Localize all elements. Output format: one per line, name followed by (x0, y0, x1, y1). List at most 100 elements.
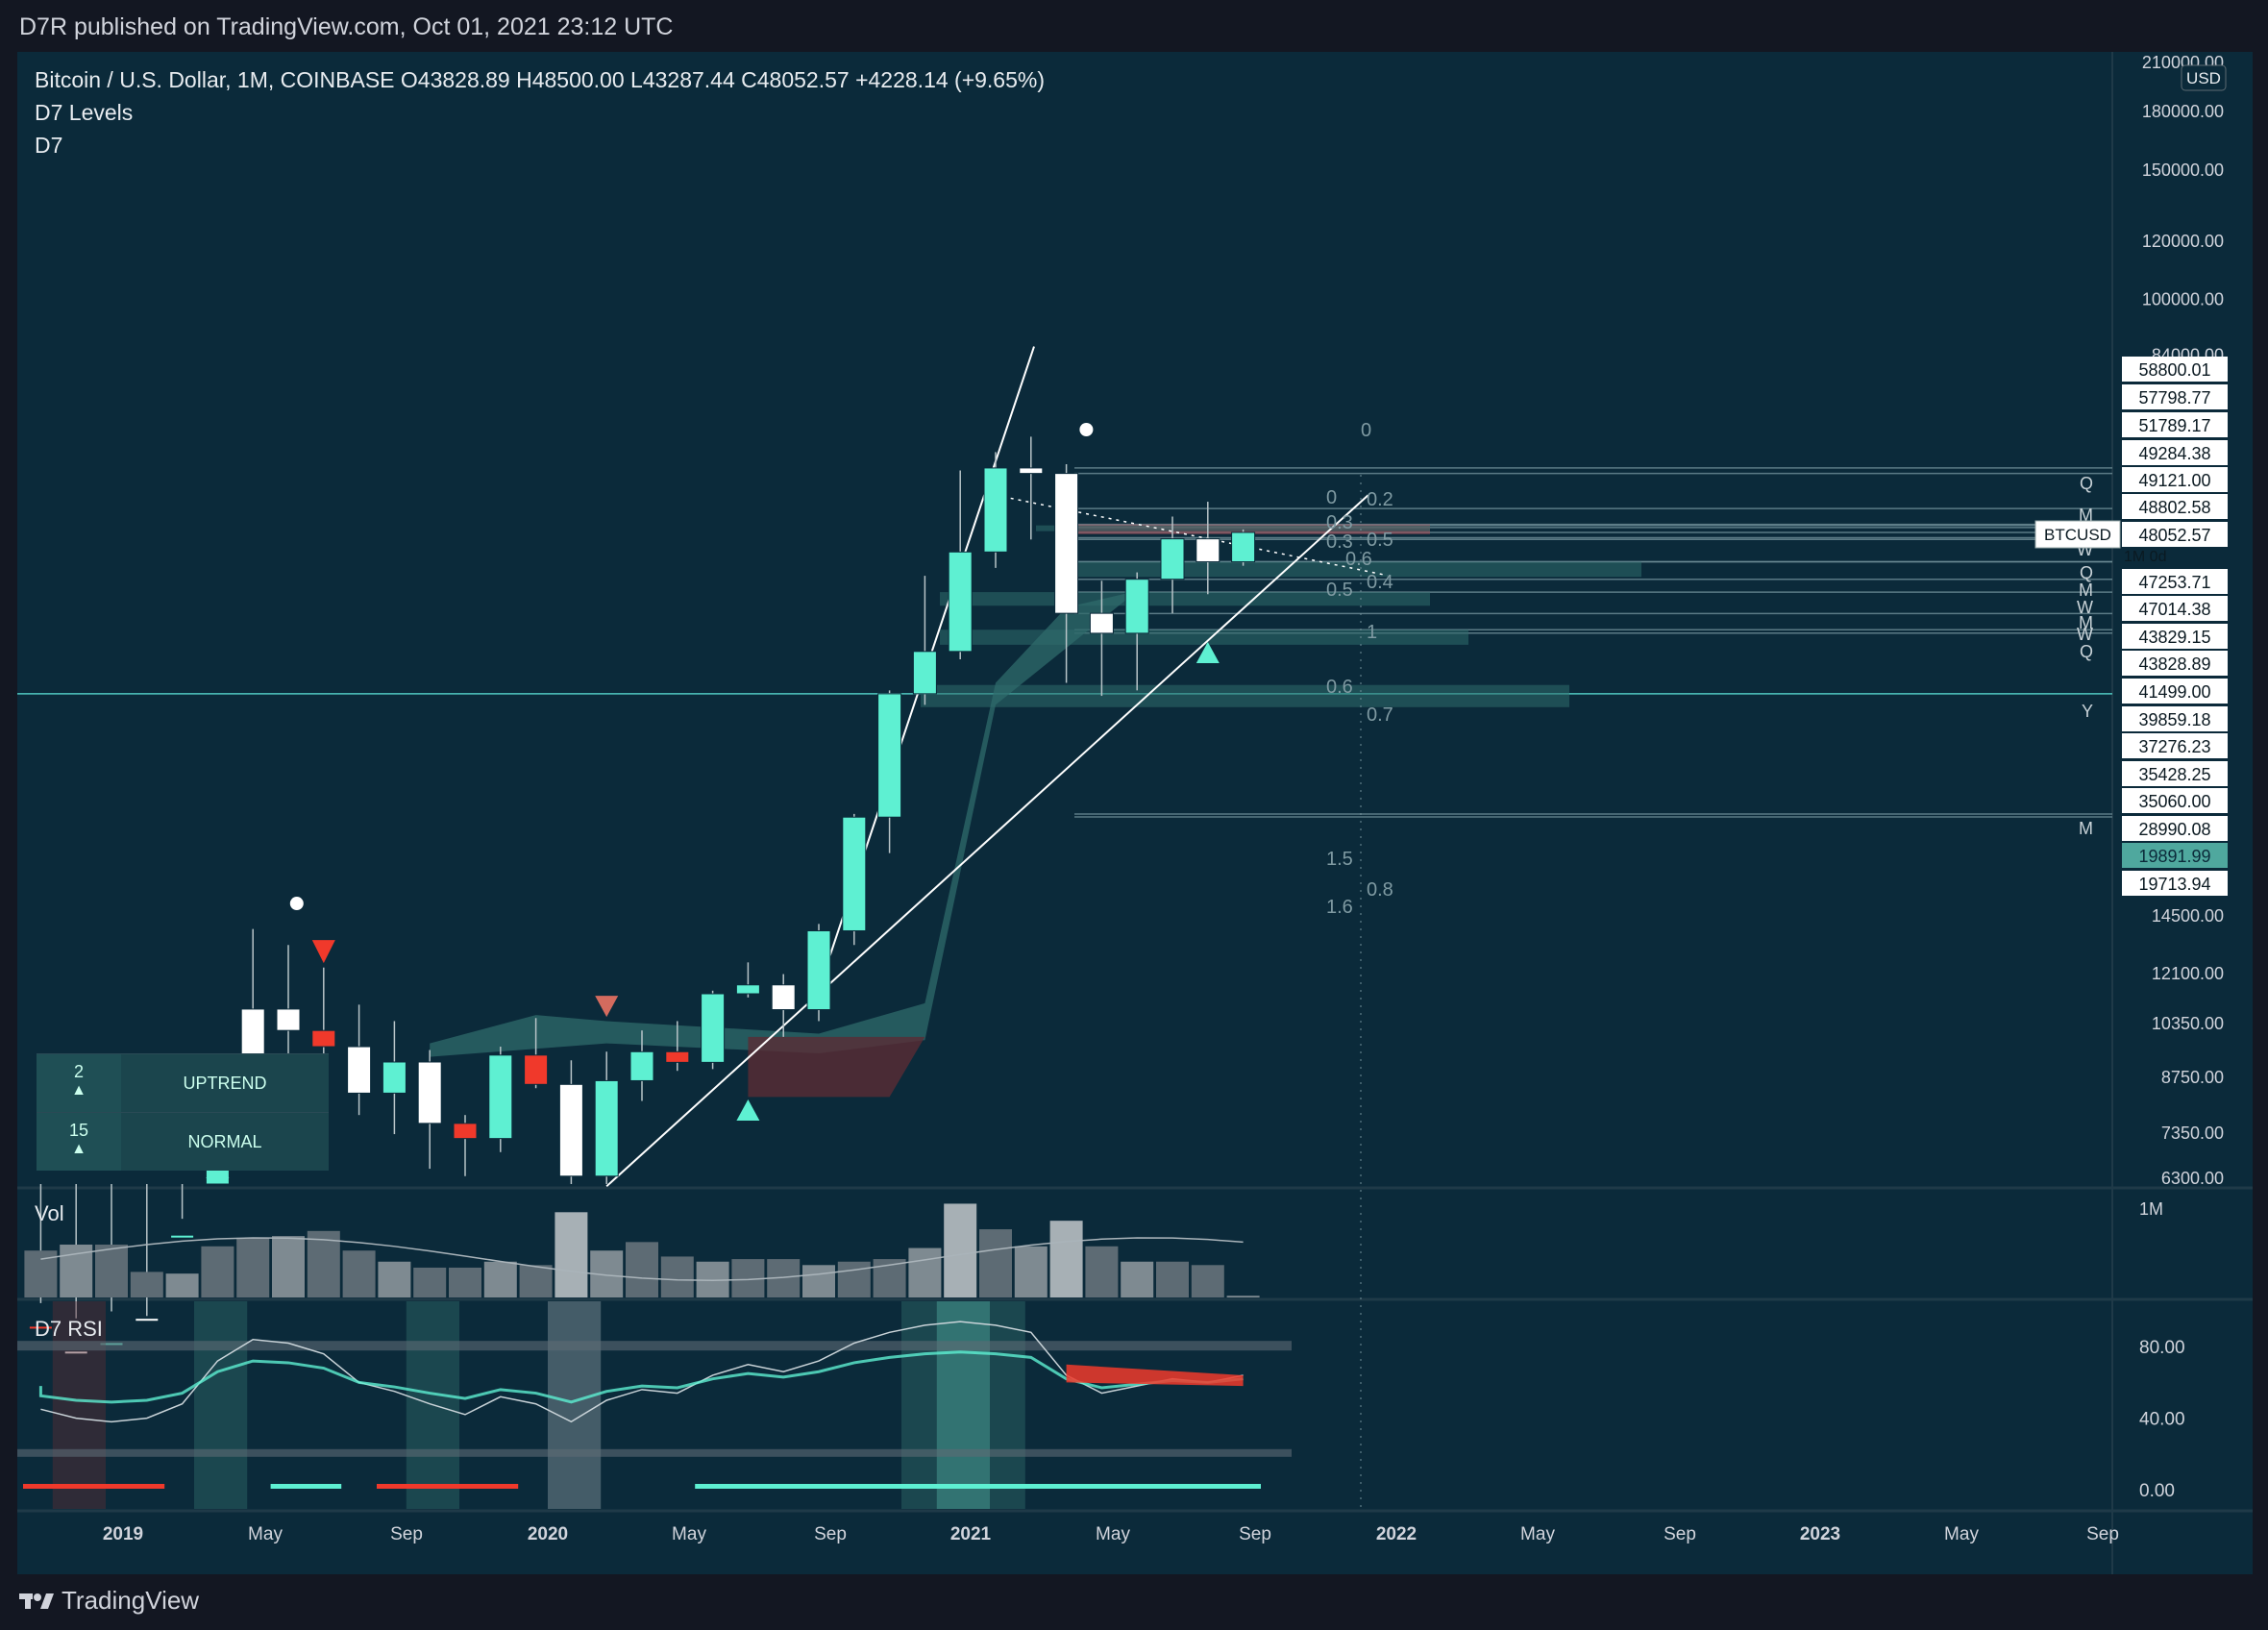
time-axis-tick: Sep (390, 1524, 423, 1544)
sell-signal-marker (595, 996, 619, 1018)
price-level-box (2122, 384, 2228, 409)
volume-bar (626, 1242, 658, 1297)
candle-body (276, 1008, 301, 1031)
candle-body (594, 1079, 619, 1177)
candle-body (701, 993, 726, 1063)
volume-bar (1226, 1296, 1260, 1297)
currency-tag: USD (2186, 69, 2221, 87)
volume-bar (979, 1229, 1012, 1297)
price-level-box (2122, 816, 2228, 841)
fib-label: 0.3 (1326, 531, 1353, 553)
level-letter: M (2079, 580, 2093, 600)
rsi-state-strip (23, 1484, 165, 1489)
candle-body (524, 1054, 549, 1085)
candle-body (735, 984, 760, 995)
price-axis-tick: 6300.00 (2161, 1169, 2224, 1188)
rsi-lower-band (17, 1448, 1292, 1457)
level-letter: Y (2082, 702, 2093, 721)
rsi-highlight-column (52, 1301, 106, 1509)
price-level-value: 47253.71 (2138, 573, 2210, 592)
trend-status-table: 2 ▲ UPTREND 15 ▲ NORMAL (37, 1053, 329, 1171)
price-level-value: 51789.17 (2138, 416, 2210, 435)
volume-bar (944, 1203, 977, 1297)
table-row: 2 ▲ UPTREND (37, 1053, 329, 1112)
chart-canvas[interactable]: 00 0.20.30.50.30.60.40.510.60.71.50.81.6Q… (17, 52, 2253, 1574)
candle-body (1054, 473, 1079, 614)
price-axis-tick: 14500.00 (2152, 906, 2224, 926)
candle-body (948, 551, 973, 653)
symbol-tag: BTCUSD (2044, 526, 2111, 544)
level-zone-band (940, 630, 1468, 645)
candle-body (1019, 467, 1044, 475)
rsi-upper-band (17, 1341, 1292, 1351)
time-axis-tick: May (1944, 1524, 1979, 1544)
price-level-value: 48052.57 (2138, 526, 2210, 545)
trendline-support (605, 494, 1369, 1188)
price-level-value: 19713.94 (2138, 875, 2210, 894)
tradingview-logo-icon (19, 1593, 54, 1609)
bear-cloud (748, 1036, 925, 1098)
volume-bar (236, 1237, 270, 1297)
volume-bar (95, 1245, 128, 1297)
candle-body (1089, 612, 1114, 634)
trend-label-cell: UPTREND (121, 1054, 329, 1112)
countdown-timer: 1M 0d (2124, 549, 2166, 565)
volume-bar (802, 1265, 835, 1297)
rsi-pane-label[interactable]: D7 RSI (35, 1317, 103, 1341)
fib-label: 0.6 (1326, 677, 1353, 698)
candle-body (488, 1054, 513, 1140)
tradingview-brand: TradingView (62, 1586, 200, 1615)
candle-body (877, 693, 902, 818)
chart-area[interactable]: 0 0 0.2 0.3 0.5 0.3 0.6 0.4 0.5 1 0.6 0.7 1.5 0.8 1.6 Q… (17, 52, 2253, 1574)
volume-bar (1121, 1261, 1154, 1297)
time-axis-tick: 2019 (103, 1524, 143, 1544)
candle-body (135, 1318, 160, 1322)
price-level-box (2122, 467, 2228, 492)
price-axis-tick: 120000.00 (2142, 232, 2224, 251)
price-level-value: 35060.00 (2138, 792, 2210, 811)
time-axis-tick: May (1096, 1524, 1130, 1544)
volume-bar (165, 1273, 199, 1297)
price-level-box (2122, 357, 2228, 382)
volume-bar (837, 1261, 871, 1297)
level-letter: Q (2080, 563, 2093, 582)
publisher-text: D7R published on TradingView.com, Oct 01… (19, 13, 674, 40)
volume-bar (342, 1250, 376, 1297)
time-axis-tick: Sep (1239, 1524, 1271, 1544)
sell-signal-marker (311, 940, 335, 964)
price-level-value: 49121.00 (2138, 471, 2210, 490)
indicator-legend-d7[interactable]: D7 (35, 133, 63, 158)
volume-bar (555, 1212, 588, 1297)
indicator-legend-d7-levels[interactable]: D7 Levels (35, 100, 134, 125)
level-zone-band (940, 592, 1430, 606)
fib-label: 0.5 (1367, 530, 1393, 551)
volume-pane-label[interactable]: Vol (35, 1201, 64, 1225)
time-axis-tick: May (672, 1524, 706, 1544)
price-level-value: 35428.25 (2138, 765, 2210, 784)
candle-body (983, 467, 1008, 553)
footer-bar: TradingView (0, 1574, 2268, 1630)
volume-ma-line (40, 1237, 1244, 1282)
candle-body (453, 1123, 478, 1140)
rsi-pane-bg (17, 1301, 2253, 1509)
volume-bar (201, 1246, 234, 1297)
candle-body (842, 816, 867, 931)
volume-bar (307, 1230, 340, 1297)
volume-bar (483, 1261, 517, 1297)
rsi-highlight-column (901, 1301, 1025, 1509)
candle-body (382, 1061, 407, 1094)
candle-body (1196, 538, 1220, 563)
symbol-legend[interactable]: Bitcoin / U.S. Dollar, 1M, COINBASE O438… (35, 67, 1046, 92)
rsi-state-strip (270, 1484, 342, 1489)
time-axis-tick: 2023 (1800, 1524, 1840, 1544)
time-axis-tick: 2022 (1376, 1524, 1417, 1544)
price-level-box (2122, 843, 2228, 868)
rsi-highlight-column (936, 1301, 990, 1509)
price-level-value: 43828.89 (2138, 654, 2210, 674)
price-axis-tick: 10350.00 (2152, 1014, 2224, 1033)
candle-body (63, 1350, 88, 1355)
tradingview-logo[interactable]: TradingView (19, 1586, 199, 1616)
price-level-box (2122, 679, 2228, 704)
volume-bar (449, 1267, 481, 1297)
volume-bar (1014, 1246, 1048, 1297)
